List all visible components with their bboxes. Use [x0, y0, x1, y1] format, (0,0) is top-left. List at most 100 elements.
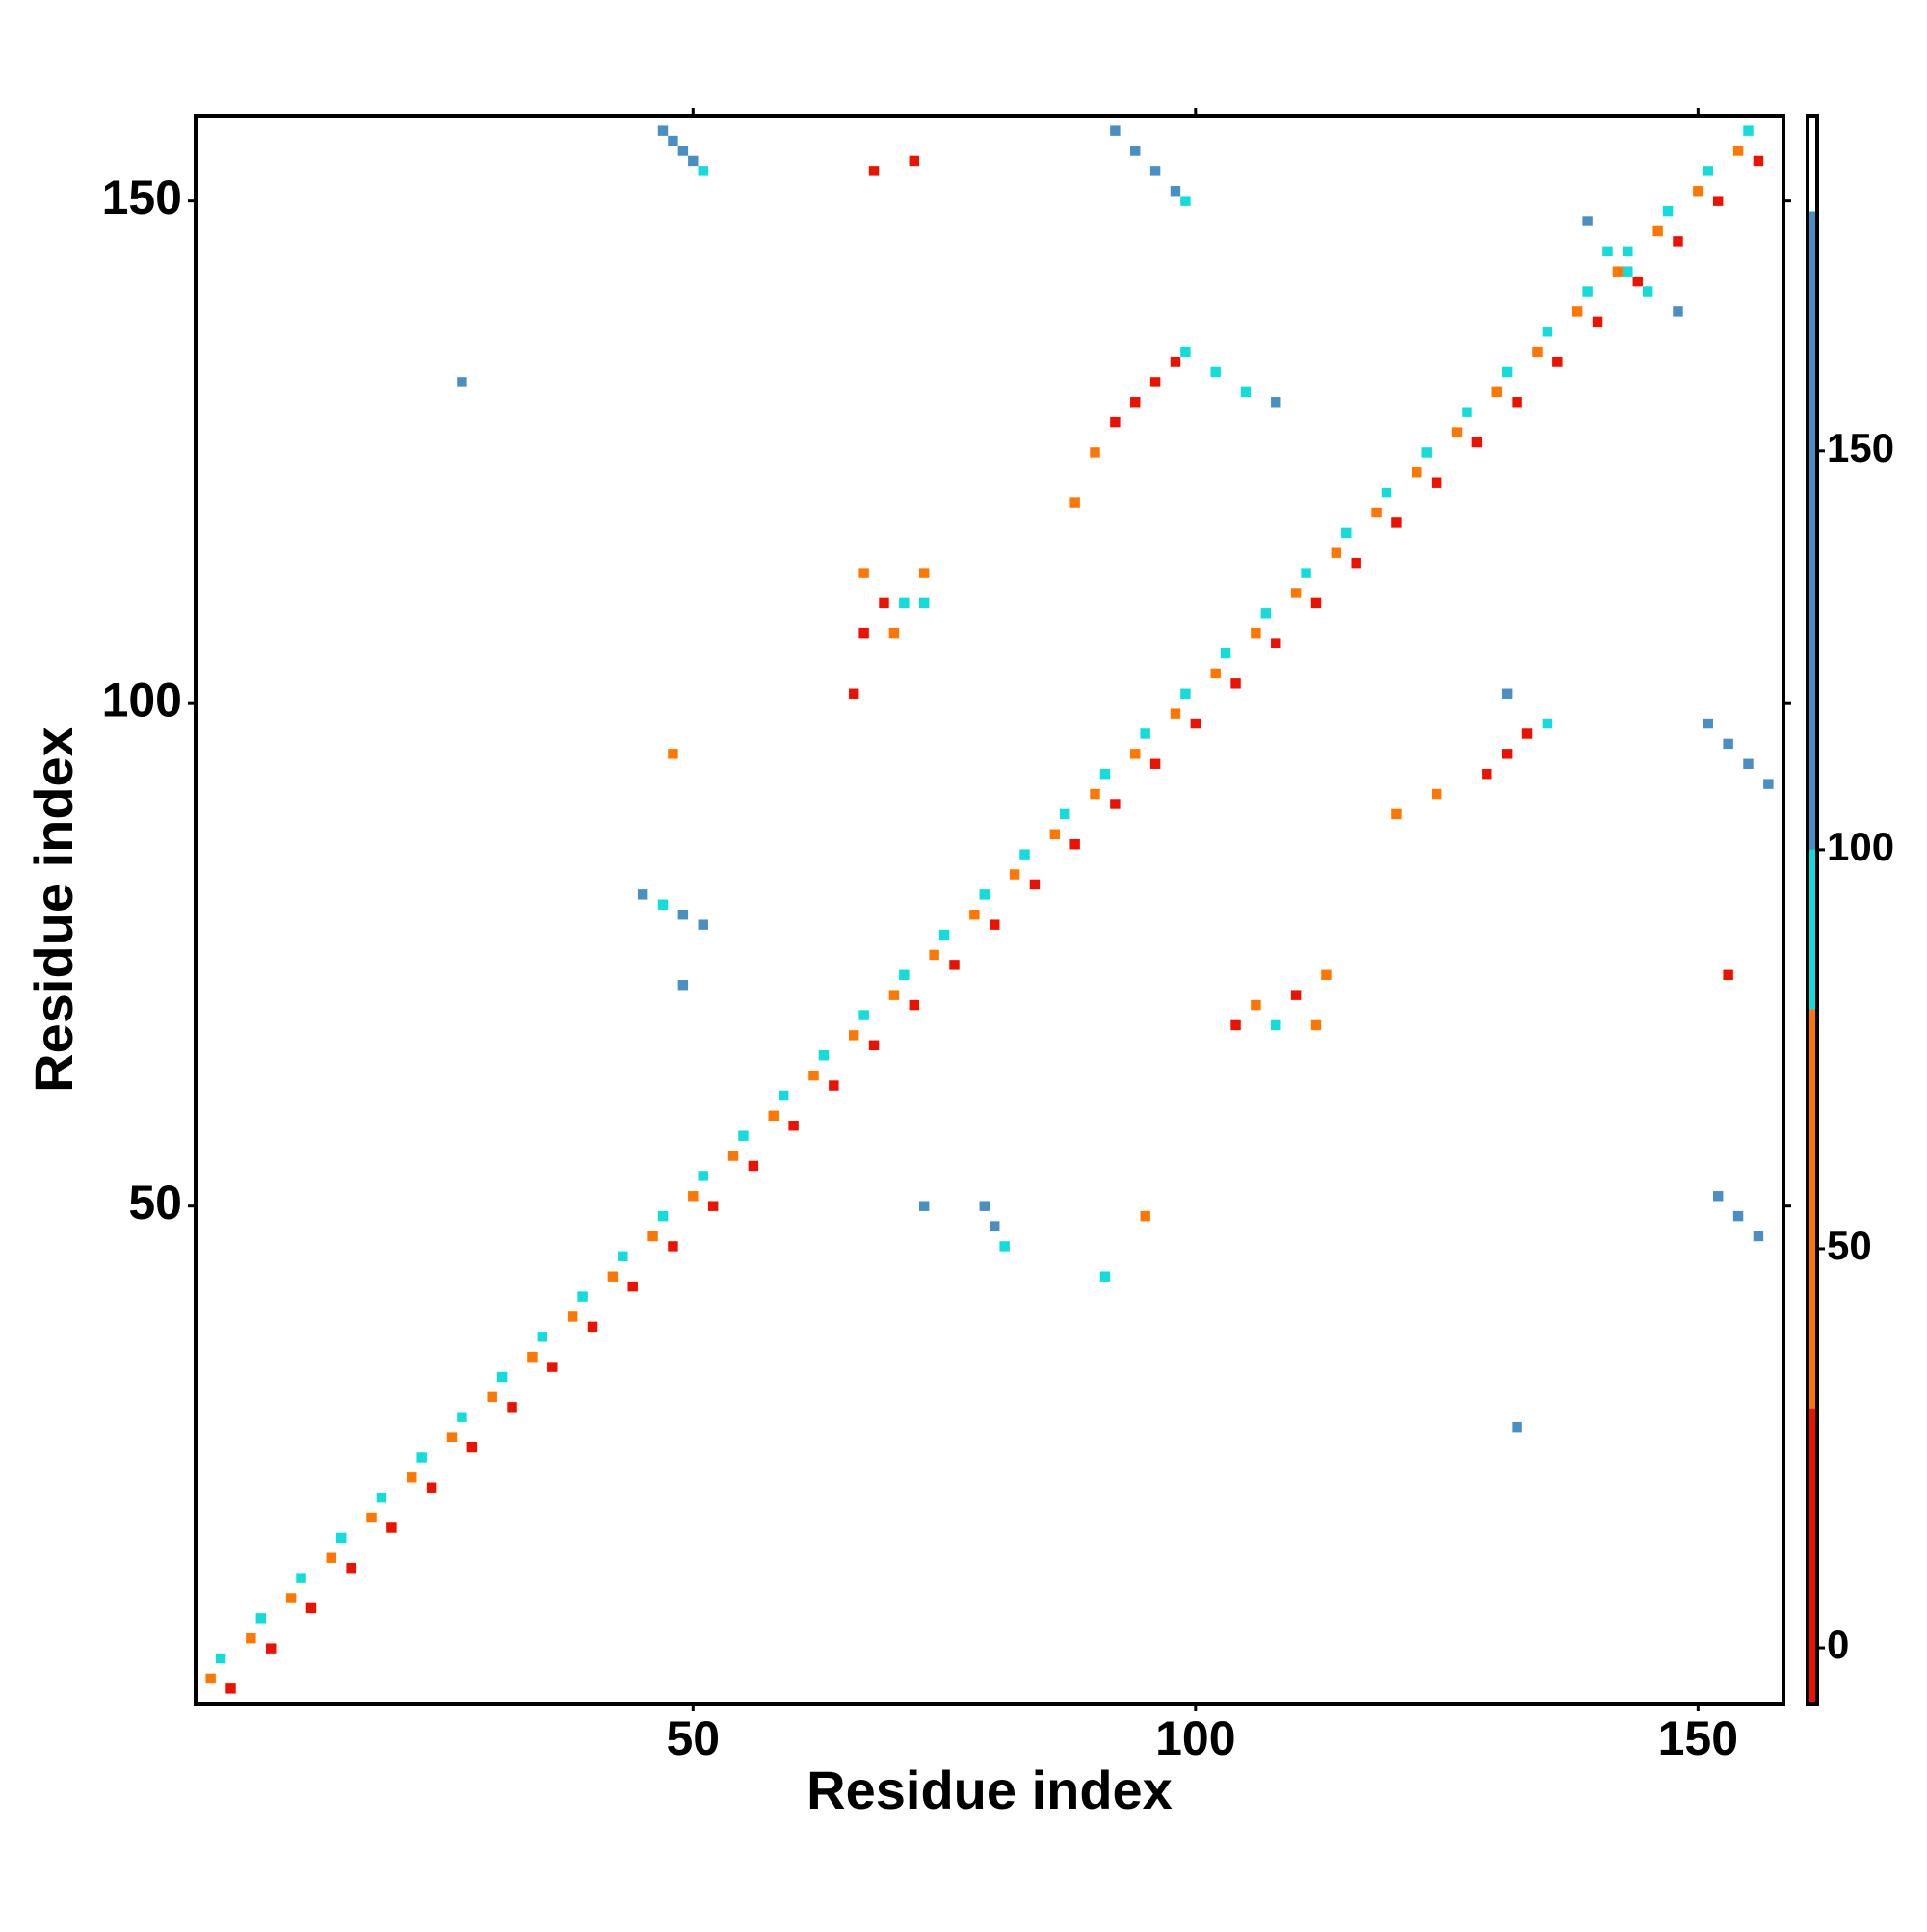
heatmap-cell [1732, 146, 1744, 156]
heatmap-cell [205, 1673, 216, 1684]
heatmap-cell [918, 568, 930, 578]
y-tick-label: 100 [102, 673, 182, 727]
heatmap-cell [627, 1281, 638, 1292]
heatmap-cell [1271, 1019, 1281, 1031]
heatmap-cell [677, 910, 689, 920]
heatmap-cell [657, 125, 669, 136]
colorbar-segment [1808, 116, 1817, 212]
heatmap-cell [938, 929, 950, 940]
heatmap-cell [1491, 386, 1502, 398]
x-tick-label: 50 [666, 1711, 720, 1765]
heatmap-cell [738, 1130, 749, 1141]
heatmap-cell [1140, 1210, 1150, 1222]
heatmap-cell [496, 1371, 508, 1383]
heatmap-cell [1130, 397, 1141, 408]
heatmap-cell [818, 1050, 830, 1061]
heatmap-cell [1542, 718, 1553, 729]
colorbar-frame [1806, 114, 1819, 1706]
heatmap-cell [647, 1231, 658, 1242]
heatmap-cell [999, 1241, 1010, 1252]
heatmap-cell [1009, 869, 1020, 880]
heatmap-cell [668, 1241, 678, 1252]
heatmap-cell [416, 1452, 427, 1463]
heatmap-cell [1149, 758, 1161, 769]
heatmap-cell [888, 990, 900, 1000]
heatmap-cell [326, 1552, 337, 1563]
heatmap-cell [1130, 749, 1141, 759]
heatmap-cell [1723, 969, 1733, 981]
heatmap-cell [1099, 1271, 1111, 1282]
heatmap-cell [1763, 779, 1774, 789]
heatmap-cell [1240, 386, 1252, 398]
heatmap-cell [527, 1351, 538, 1363]
heatmap-cell [1462, 407, 1472, 417]
heatmap-cell [1512, 397, 1522, 408]
heatmap-cell [1310, 1019, 1322, 1031]
colorbar-tick-label: 0 [1827, 1622, 1849, 1667]
y-tick-label: 50 [128, 1176, 182, 1230]
heatmap-cell [215, 1653, 226, 1664]
heatmap-cell [1693, 186, 1703, 197]
heatmap-cell [657, 899, 669, 910]
heatmap-cell [1612, 266, 1623, 277]
heatmap-cell [1642, 286, 1653, 297]
heatmap-cell [929, 949, 939, 961]
colorbar-tick-label: 100 [1827, 824, 1894, 869]
heatmap-cell [1351, 557, 1361, 569]
heatmap-cell [1290, 588, 1302, 598]
heatmap-cell [688, 155, 699, 167]
heatmap-cell [1110, 416, 1121, 428]
heatmap-cell [698, 1171, 708, 1181]
heatmap-cell [1310, 597, 1322, 609]
heatmap-cell [918, 597, 930, 609]
heatmap-cell [868, 166, 880, 176]
heatmap-cell [577, 1291, 588, 1302]
y-axis-title: Residue index [23, 727, 84, 1093]
heatmap-cell [990, 1221, 1000, 1231]
heatmap-cell [1110, 799, 1121, 809]
heatmap-cell [1180, 688, 1191, 699]
heatmap-cell [698, 166, 708, 176]
heatmap-cell [1623, 266, 1633, 277]
colorbar-tick-label: 150 [1827, 425, 1894, 470]
heatmap-cell [1471, 437, 1483, 448]
heatmap-cell [1069, 497, 1080, 508]
heatmap-cell [1501, 366, 1513, 378]
heatmap-cell [858, 627, 869, 639]
heatmap-cell [1130, 146, 1141, 156]
heatmap-cell [1290, 990, 1302, 1000]
heatmap-cell [979, 1201, 990, 1211]
heatmap-cell [1723, 738, 1733, 750]
heatmap-cell [1521, 728, 1533, 739]
heatmap-cell [1210, 366, 1221, 378]
heatmap-cell [1552, 357, 1563, 367]
heatmap-cell [1140, 728, 1150, 739]
heatmap-cell [1090, 447, 1100, 458]
heatmap-cell [426, 1482, 437, 1493]
heatmap-cell [1381, 487, 1392, 498]
heatmap-cell [1260, 608, 1272, 619]
heatmap-cell [1501, 749, 1513, 759]
heatmap-cell [366, 1512, 377, 1523]
heatmap-cell [1712, 196, 1724, 206]
heatmap-cell [1412, 467, 1422, 478]
heatmap-cell [336, 1532, 347, 1544]
heatmap-cell [1060, 808, 1070, 820]
heatmap-cell [1019, 849, 1030, 860]
heatmap-cell [587, 1321, 598, 1333]
heatmap-cell [899, 597, 910, 609]
heatmap-cell [537, 1332, 548, 1342]
heatmap-cell [1623, 246, 1633, 257]
heatmap-cell [1271, 638, 1281, 648]
heatmap-cell [1743, 758, 1754, 769]
heatmap-cell [607, 1271, 619, 1282]
heatmap-cell [677, 980, 689, 991]
heatmap-cell [1331, 547, 1342, 558]
heatmap-cell [888, 627, 900, 639]
heatmap-cell [1703, 718, 1713, 729]
heatmap-cell [457, 1412, 467, 1422]
heatmap-cell [848, 688, 859, 699]
heatmap-cell [969, 910, 980, 920]
colorbar-segment [1808, 1009, 1817, 1409]
heatmap-cell [1743, 125, 1754, 136]
